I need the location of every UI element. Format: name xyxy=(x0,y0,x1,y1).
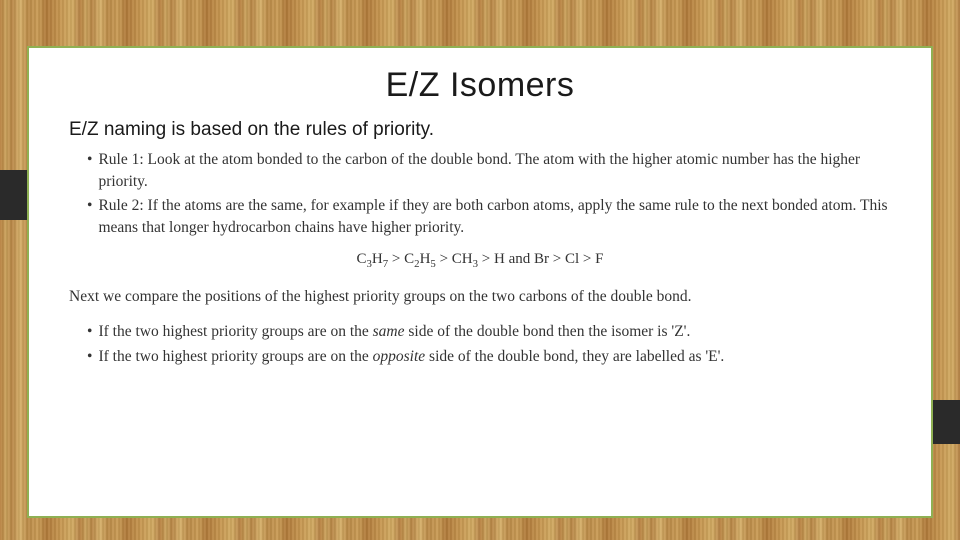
rule-post: side of the double bond then the isomer … xyxy=(405,323,691,340)
slide-card: E/Z Isomers E/Z naming is based on the r… xyxy=(27,46,933,518)
rule-item: • If the two highest priority groups are… xyxy=(69,321,891,343)
slide-title: E/Z Isomers xyxy=(69,66,891,105)
rule-text: If the two highest priority groups are o… xyxy=(98,321,891,343)
sep-and: and xyxy=(505,251,534,267)
rule-pre: If the two highest priority groups are o… xyxy=(98,323,372,340)
rule-item: • If the two highest priority groups are… xyxy=(69,346,891,368)
mid-paragraph: Next we compare the positions of the hig… xyxy=(69,286,891,308)
rule-body: Look at the atom bonded to the carbon of… xyxy=(98,151,860,190)
left-accent-block xyxy=(0,170,28,220)
rule-em: opposite xyxy=(373,348,426,365)
bullet-icon: • xyxy=(87,195,92,238)
rule-text: Rule 2: If the atoms are the same, for e… xyxy=(98,195,891,238)
item: Br xyxy=(534,251,549,267)
rule-text: Rule 1: Look at the atom bonded to the c… xyxy=(98,149,891,192)
rule-body: If the atoms are the same, for example i… xyxy=(98,197,887,236)
rule-label: Rule 1: xyxy=(98,151,143,168)
rule-em: same xyxy=(373,323,405,340)
priority-chain: C3H7 > C2H5 > CH3 > H and Br > Cl > F xyxy=(69,249,891,270)
slide-content: • Rule 1: Look at the atom bonded to the… xyxy=(69,149,891,368)
rule-text: If the two highest priority groups are o… xyxy=(98,346,891,368)
bullet-icon: • xyxy=(87,346,92,368)
sep: > xyxy=(549,251,565,267)
rule-item: • Rule 2: If the atoms are the same, for… xyxy=(69,195,891,238)
bullet-icon: • xyxy=(87,321,92,343)
item: Cl xyxy=(565,251,579,267)
rule-item: • Rule 1: Look at the atom bonded to the… xyxy=(69,149,891,192)
sep: > xyxy=(388,251,404,267)
rule-label: Rule 2: xyxy=(98,197,143,214)
bullet-icon: • xyxy=(87,149,92,192)
item: H xyxy=(494,251,505,267)
item: F xyxy=(595,251,603,267)
sep: > xyxy=(436,251,452,267)
rule-post: side of the double bond, they are labell… xyxy=(425,348,724,365)
slide-subtitle: E/Z naming is based on the rules of prio… xyxy=(69,119,891,141)
right-accent-block xyxy=(932,400,960,444)
sep: > xyxy=(579,251,595,267)
rule-pre: If the two highest priority groups are o… xyxy=(98,348,372,365)
sep: > xyxy=(478,251,494,267)
